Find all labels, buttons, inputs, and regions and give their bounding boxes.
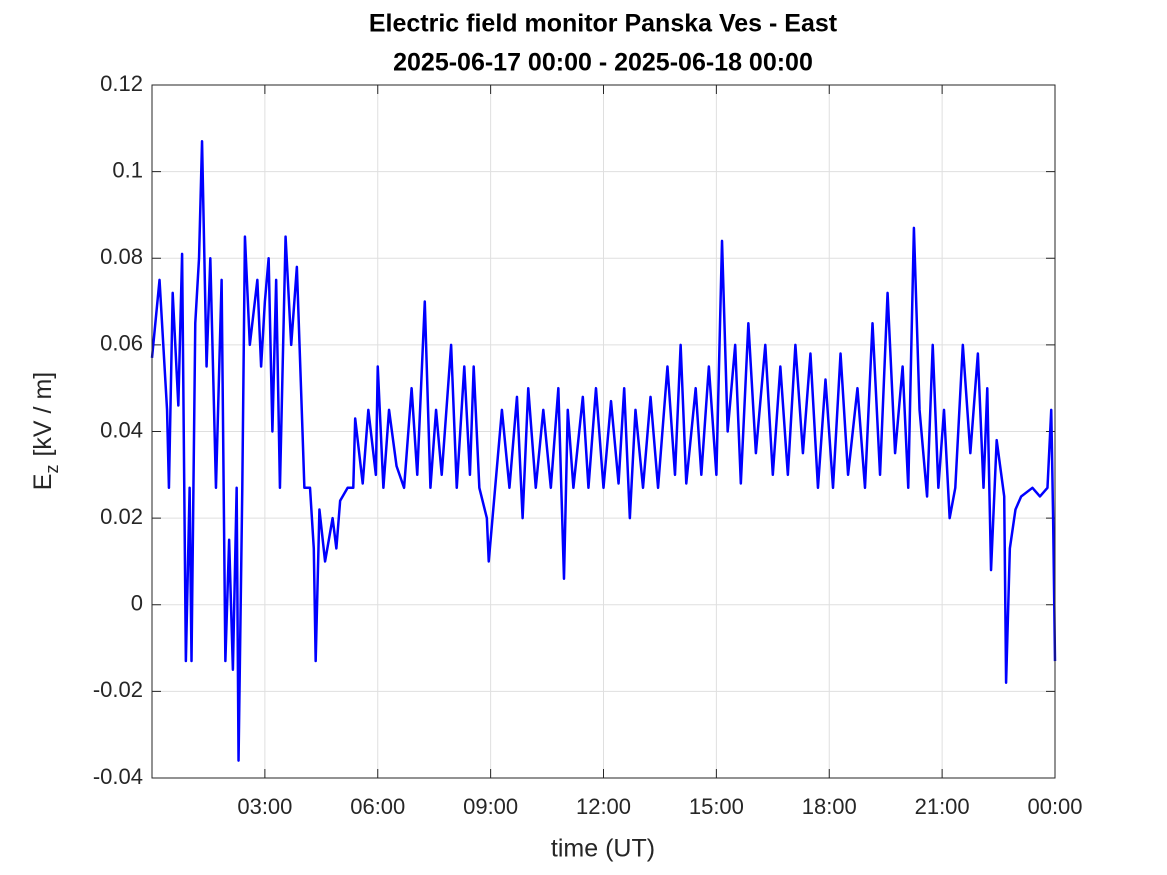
x-tick-label: 21:00 [915, 794, 970, 819]
y-tick-label: 0.1 [112, 157, 143, 182]
x-tick-label: 12:00 [576, 794, 631, 819]
y-tick-label: -0.02 [93, 677, 143, 702]
x-tick-label: 03:00 [237, 794, 292, 819]
x-axis-label: time (UT) [551, 835, 655, 863]
y-tick-label: 0.08 [100, 244, 143, 269]
axes-box [151, 84, 1056, 779]
y-label-unit: [kV / m] [29, 372, 57, 457]
x-tick-label: 06:00 [350, 794, 405, 819]
y-axis-label: Ez [kV / m] [29, 372, 62, 490]
data-line [150, 140, 1057, 762]
y-tick-label: 0.04 [100, 417, 143, 442]
y-label-subscript: z [42, 465, 62, 474]
x-tick-label: 09:00 [463, 794, 518, 819]
chart-title: Electric field monitor Panska Ves - East [369, 10, 838, 38]
y-tick-label: 0.02 [100, 504, 143, 529]
chart-subtitle: 2025-06-17 00:00 - 2025-06-18 00:00 [393, 49, 813, 77]
x-tick-label: 00:00 [1027, 794, 1082, 819]
y-tick-label: 0 [131, 591, 143, 616]
y-tick-label: -0.04 [93, 764, 143, 789]
x-tick-label: 15:00 [689, 794, 744, 819]
y-tick-label: 0.12 [100, 71, 143, 96]
y-tick-label: 0.06 [100, 331, 143, 356]
x-tick-label: 18:00 [802, 794, 857, 819]
y-label-symbol: E [29, 474, 57, 491]
